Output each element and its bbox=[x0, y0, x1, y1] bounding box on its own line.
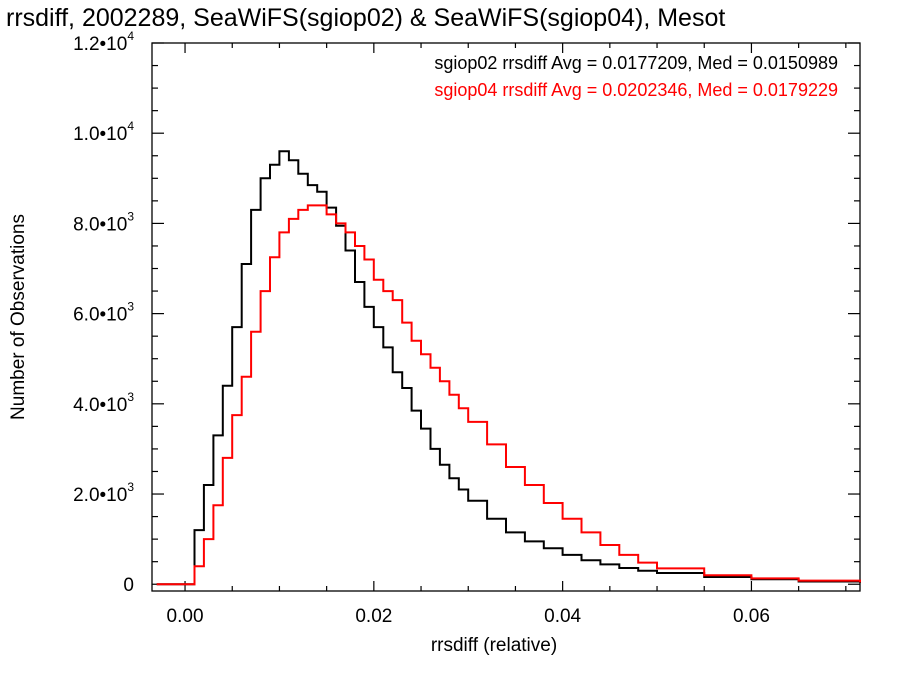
plot-frame bbox=[151, 42, 861, 592]
y-tick-label: 8.0•103 bbox=[73, 209, 134, 235]
y-tick-exponent: 3 bbox=[127, 390, 134, 404]
x-tick-label: 0.00 bbox=[167, 606, 204, 627]
y-tick-mantissa: 1.2•10 bbox=[73, 34, 127, 55]
chart-title: rrsdiff, 2002289, SeaWiFS(sgiop02) & Sea… bbox=[6, 4, 725, 32]
y-tick-mantissa: 8.0•10 bbox=[73, 214, 127, 235]
y-tick-label: 0 bbox=[123, 575, 134, 596]
y-tick-labels: 02.0•1034.0•1036.0•1038.0•1031.0•1041.2•… bbox=[73, 29, 134, 596]
y-tick-exponent: 3 bbox=[127, 209, 134, 223]
axis-ticks bbox=[152, 42, 860, 591]
y-tick-label: 2.0•103 bbox=[73, 480, 134, 506]
y-axis-label: Number of Observations bbox=[8, 214, 29, 420]
y-tick-mantissa: 6.0•10 bbox=[73, 305, 127, 326]
legend-entry-sgiop02: sgiop02 rrsdiff Avg = 0.0177209, Med = 0… bbox=[434, 53, 838, 73]
y-tick-label: 1.2•104 bbox=[73, 29, 134, 55]
series-line-sgiop02 bbox=[156, 150, 861, 586]
y-tick-label: 1.0•104 bbox=[73, 119, 134, 145]
y-tick-exponent: 4 bbox=[127, 29, 134, 43]
y-tick-exponent: 4 bbox=[127, 119, 134, 133]
x-tick-label: 0.04 bbox=[544, 606, 581, 627]
x-tick-label: 0.06 bbox=[733, 606, 770, 627]
x-axis-label: rrsdiff (relative) bbox=[431, 635, 557, 656]
y-tick-mantissa: 4.0•10 bbox=[73, 395, 127, 416]
legend: sgiop02 rrsdiff Avg = 0.0177209, Med = 0… bbox=[434, 53, 838, 100]
legend-entry-sgiop04: sgiop04 rrsdiff Avg = 0.0202346, Med = 0… bbox=[434, 80, 838, 100]
y-tick-mantissa: 1.0•10 bbox=[73, 124, 127, 145]
plot-lines bbox=[156, 150, 861, 586]
y-tick-mantissa: 2.0•10 bbox=[73, 485, 127, 506]
y-tick-exponent: 3 bbox=[127, 300, 134, 314]
y-tick-label: 6.0•103 bbox=[73, 300, 134, 326]
y-tick-exponent: 3 bbox=[127, 480, 134, 494]
series-line-sgiop04 bbox=[156, 204, 861, 586]
y-tick-mantissa: 0 bbox=[123, 575, 134, 596]
x-tick-label: 0.02 bbox=[355, 606, 392, 627]
y-tick-label: 4.0•103 bbox=[73, 390, 134, 416]
x-tick-labels: 0.00 0.02 0.04 0.06 bbox=[167, 606, 770, 627]
